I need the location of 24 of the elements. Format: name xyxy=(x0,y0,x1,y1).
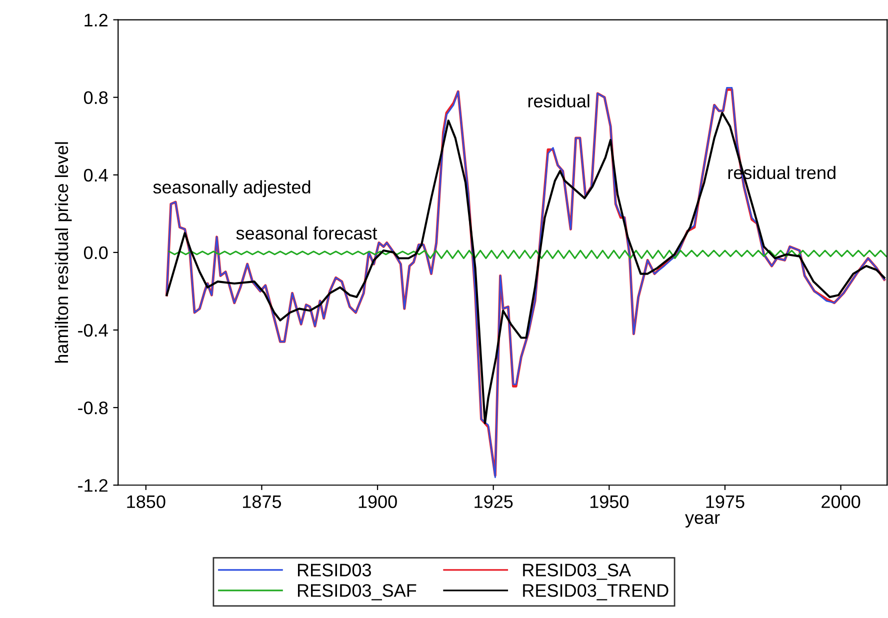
y-tick-label: -1.2 xyxy=(78,479,108,492)
line-series xyxy=(168,250,887,260)
annotation: seasonal forecast xyxy=(236,226,378,240)
y-tick-label: 0.4 xyxy=(84,168,108,182)
annotation: seasonally adjested xyxy=(153,180,310,198)
x-tick-label: 2000 xyxy=(822,495,860,508)
x-tick-label: 1875 xyxy=(243,495,282,508)
y-tick-label: 0.0 xyxy=(84,246,108,260)
x-axis-title: year xyxy=(685,514,720,528)
y-tick-label: 0.8 xyxy=(84,91,108,104)
legend-label: RESID03_TREND xyxy=(523,584,668,600)
y-tick-label: 1.2 xyxy=(84,14,108,26)
legend-label: RESID03 xyxy=(298,564,371,576)
legend-label: RESID03_SAF xyxy=(298,584,416,600)
y-tick-label: -0.4 xyxy=(78,324,108,337)
legend-label: RESID03_SA xyxy=(523,564,631,580)
x-tick-label: 1950 xyxy=(590,495,629,508)
x-tick-label: 1975 xyxy=(706,495,744,508)
x-tick-label: 1900 xyxy=(358,495,397,508)
y-axis-title: hamilton residual price level xyxy=(54,142,72,363)
y-tick-label: -0.8 xyxy=(78,402,108,414)
x-tick-label: 1850 xyxy=(127,495,166,508)
annotation: residual xyxy=(528,94,590,108)
x-tick-label: 1925 xyxy=(474,495,513,508)
